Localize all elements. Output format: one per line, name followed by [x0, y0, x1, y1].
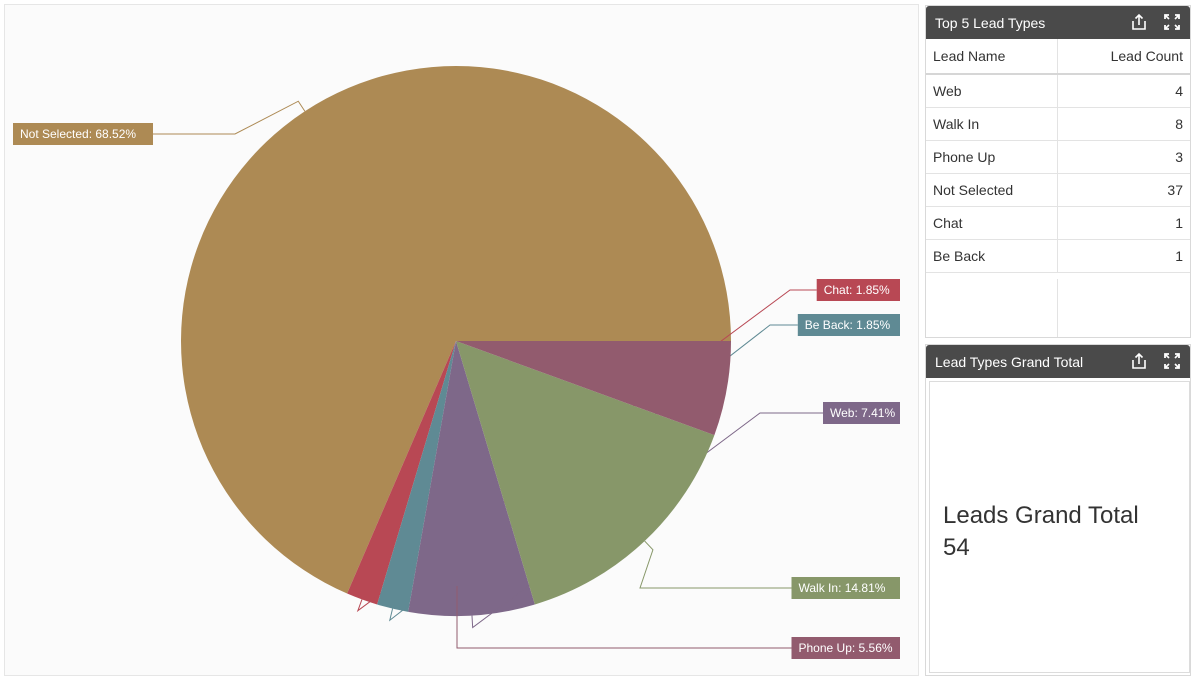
share-icon[interactable] [1129, 12, 1149, 32]
table-row: Chat 1 [926, 206, 1190, 240]
pie-label-phone-up: Phone Up: 5.56% [791, 637, 900, 659]
pie-label-text: Phone Up: 5.56% [799, 641, 893, 655]
lead-count-cell: 1 [1057, 206, 1190, 240]
pie-slice-be-back[interactable] [377, 341, 456, 612]
pie-leader-line [639, 540, 792, 589]
grand-total-label: Leads Grand Total [943, 502, 1139, 529]
widget-title: Lead Types Grand Total [935, 353, 1084, 370]
share-icon[interactable] [1129, 351, 1149, 371]
pie-label-text: Be Back: 1.85% [805, 318, 891, 332]
table-row: Walk In 8 [926, 107, 1190, 141]
grand-total-value: 54 [943, 534, 970, 561]
pie-leader-line [456, 586, 792, 649]
column-header-lead-count[interactable]: Lead Count [1057, 39, 1190, 75]
grand-total-box: Leads Grand Total 54 [929, 381, 1190, 673]
pie-label-walk-in: Walk In: 14.81% [791, 577, 900, 599]
lead-name-cell: Web [926, 74, 1058, 108]
pie-label-box [791, 637, 900, 659]
pie-slice-chat[interactable] [347, 341, 456, 605]
column-header-lead-name[interactable]: Lead Name [926, 39, 1058, 75]
widget-title: Top 5 Lead Types [935, 14, 1046, 31]
table-row: Not Selected 37 [926, 173, 1190, 207]
pie-label-box [816, 279, 900, 301]
table-row: Web 4 [926, 74, 1190, 108]
pie-slice-web[interactable] [408, 341, 535, 617]
table-row: Be Back 1 [926, 239, 1190, 273]
lead-count-cell: 8 [1057, 107, 1190, 141]
lead-types-table: Lead Name Lead Count Web 4 Walk In 8 Phone… [926, 39, 1190, 273]
pie-label-text: Walk In: 14.81% [799, 581, 886, 595]
widget-header: Top 5 Lead Types [926, 6, 1190, 39]
pie-label-box [791, 577, 900, 599]
pie-chart-panel: Not Selected: 68.52% Chat: 1.85% Be Back: … [4, 4, 919, 676]
lead-name-cell: Phone Up [926, 140, 1058, 174]
lead-name-cell: Walk In [926, 107, 1058, 141]
pie-label-be-back: Be Back: 1.85% [797, 314, 900, 336]
lead-count-cell: 1 [1057, 239, 1190, 273]
table-header-row: Lead Name Lead Count [926, 39, 1190, 75]
pie-label-text: Chat: 1.85% [824, 283, 890, 297]
lead-name-cell: Not Selected [926, 173, 1058, 207]
pie-label-box [797, 314, 900, 336]
grand-total-widget: Lead Types Grand Total Leads Grand Total… [925, 344, 1191, 676]
lead-count-cell: 37 [1057, 173, 1190, 207]
pie-label-text: Web: 7.41% [830, 406, 895, 420]
lead-count-cell: 3 [1057, 140, 1190, 174]
lead-name-cell: Be Back [926, 239, 1058, 273]
expand-icon[interactable] [1162, 12, 1182, 32]
lead-count-cell: 4 [1057, 74, 1190, 108]
pie-label-not-selected: Not Selected: 68.52% [13, 123, 153, 145]
pie-label-web: Web: 7.41% [823, 402, 900, 424]
expand-icon[interactable] [1162, 351, 1182, 371]
pie-label-text: Not Selected: 68.52% [20, 127, 136, 141]
lead-name-cell: Chat [926, 206, 1058, 240]
table-empty-area [926, 279, 1190, 337]
pie-slice-phone-up[interactable] [456, 341, 731, 436]
pie-leader-line [153, 100, 306, 135]
pie-label-box [13, 123, 153, 145]
pie-slice-walk-in[interactable] [456, 341, 715, 605]
pie-label-chat: Chat: 1.85% [816, 279, 900, 301]
pie-slice-not-selected[interactable] [181, 66, 732, 594]
top-lead-types-widget: Top 5 Lead Types Lead Name Lead Count We… [925, 5, 1191, 338]
pie-label-box [823, 402, 900, 424]
table-row: Phone Up 3 [926, 140, 1190, 174]
widget-header: Lead Types Grand Total [926, 345, 1190, 378]
pie-chart: Not Selected: 68.52% Chat: 1.85% Be Back: … [13, 66, 900, 659]
